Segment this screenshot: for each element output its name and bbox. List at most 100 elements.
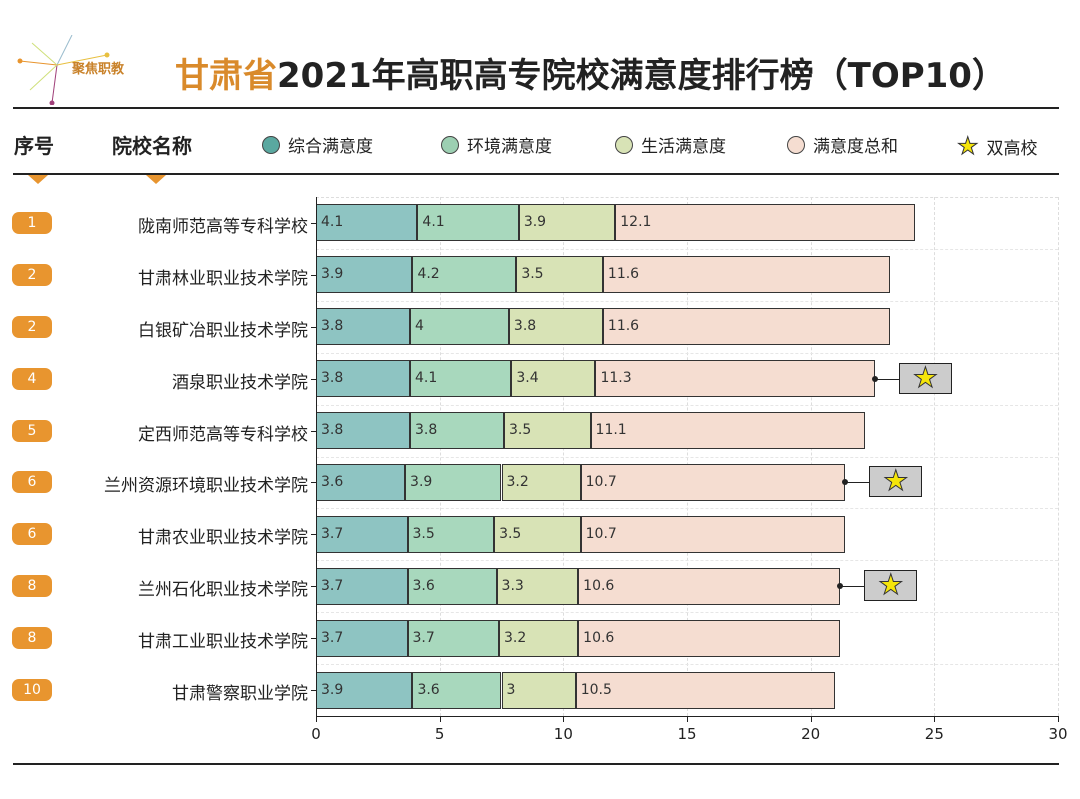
bar-segment: 10.6 [578, 567, 841, 605]
school-name: 兰州资源环境职业技术学院 [104, 476, 308, 497]
top-border [316, 197, 1058, 198]
school-name: 兰州石化职业技术学院 [138, 580, 308, 601]
bar-segment: 3.7 [316, 567, 408, 605]
legend-item-total: 满意度总和 [787, 132, 898, 157]
x-tick-mark [934, 716, 936, 722]
school-name: 定西师范高等专科学校 [138, 424, 308, 445]
connector-dot [842, 479, 849, 486]
bar-segment: 3.7 [316, 619, 408, 657]
gridline-horizontal [316, 404, 1058, 406]
header-divider [13, 173, 1059, 175]
legend-swatch [262, 135, 280, 154]
rank-badge: 4 [12, 367, 52, 390]
gridline-horizontal [316, 560, 1058, 562]
bar-segment: 11.6 [602, 256, 890, 294]
bar-segment: 3.5 [516, 256, 603, 294]
bar-segment: 3.7 [407, 619, 499, 657]
connector-dot [871, 375, 878, 382]
bar-segment: 3.9 [405, 463, 502, 501]
bar-segment: 3.5 [407, 515, 495, 553]
rank-badge: 2 [12, 263, 52, 286]
bar-segment: 3 [501, 671, 576, 709]
bar-segment: 3.9 [316, 256, 413, 294]
school-name: 陇南师范高等专科学校 [138, 216, 308, 237]
bar-segment: 11.6 [602, 308, 890, 346]
bar-segment: 3.5 [503, 412, 591, 450]
bar-segment: 4.1 [316, 204, 418, 242]
bar-segment: 3.6 [316, 463, 406, 501]
x-tick-label: 25 [924, 725, 944, 743]
bar-segment: 10.6 [578, 619, 841, 657]
x-tick-mark [1058, 716, 1059, 722]
school-name: 甘肃工业职业技术学院 [138, 632, 308, 653]
school-name: 甘肃农业职业技术学院 [138, 528, 308, 549]
bar-segment: 3.7 [316, 515, 408, 553]
bar-segment: 10.5 [575, 671, 836, 709]
double-high-star-icon: ★ [898, 362, 952, 394]
school-name: 甘肃警察职业学院 [172, 684, 308, 705]
footer-divider [13, 763, 1059, 765]
rank-badge: 1 [12, 211, 52, 234]
legend-swatch [441, 135, 459, 154]
rank-badge: 6 [12, 523, 52, 546]
gridline-horizontal [316, 352, 1058, 354]
gridline-vertical [1058, 197, 1059, 716]
legend-label: 综合满意度 [288, 137, 373, 157]
bar-segment: 3.9 [316, 671, 413, 709]
y-tick-mark [311, 482, 316, 484]
bar-segment: 3.6 [407, 567, 497, 605]
y-tick-mark [311, 326, 316, 328]
double-high-star-icon: ★ [864, 570, 918, 602]
bar-segment: 3.8 [409, 412, 504, 450]
rank-badge: 6 [12, 471, 52, 494]
rank-badge: 2 [12, 315, 52, 338]
x-tick-mark [439, 716, 441, 722]
star-connector [845, 482, 870, 484]
x-tick-mark [316, 716, 317, 722]
x-tick-label: 15 [677, 725, 697, 743]
gridline-horizontal [316, 456, 1058, 458]
connector-dot [837, 583, 844, 590]
x-tick-label: 30 [1048, 725, 1068, 743]
x-tick-mark [687, 716, 688, 722]
bar-segment: 3.9 [518, 204, 616, 242]
bar-segment: 3.5 [494, 515, 581, 553]
title-rest: 2021年高职高专院校满意度排行榜（TOP10） [277, 56, 1006, 96]
bar-segment: 3.8 [316, 412, 410, 450]
rank-badge: 10 [12, 679, 52, 702]
bar-segment: 3.3 [496, 567, 579, 605]
star-connector [840, 586, 865, 588]
y-tick-mark [311, 638, 316, 640]
bar-segment: 3.2 [499, 619, 579, 657]
y-tick-mark [311, 534, 316, 536]
triangle-marker-icon [146, 175, 166, 184]
legend-item-life: 生活满意度 [615, 132, 726, 157]
x-tick-label: 10 [553, 725, 573, 743]
bar-segment: 10.7 [580, 515, 846, 553]
gridline-horizontal [316, 508, 1058, 510]
school-name: 白银矿冶职业技术学院 [138, 320, 308, 341]
y-tick-mark [311, 222, 316, 224]
x-tick-mark [810, 716, 812, 722]
bar-segment: 3.8 [316, 360, 410, 398]
legend-label: 双高校 [986, 138, 1038, 159]
logo-icon [17, 35, 110, 105]
y-tick-mark [311, 690, 316, 692]
legend-label: 生活满意度 [641, 137, 726, 157]
bar-segment: 3.8 [316, 308, 410, 346]
bar-segment: 4.2 [412, 256, 517, 294]
legend-item-overall: 综合满意度 [262, 132, 373, 157]
y-tick-mark [311, 586, 316, 588]
bar-segment: 11.1 [590, 412, 866, 450]
title-highlight: 甘肃省 [175, 56, 277, 96]
x-tick-label: 5 [434, 725, 445, 743]
rank-header: 序号 [14, 134, 54, 158]
rank-badge: 8 [12, 575, 52, 598]
y-axis-line [316, 197, 317, 716]
page-title: 甘肃省2021年高职高专院校满意度排行榜（TOP10） [175, 48, 1006, 97]
y-tick-mark [311, 430, 316, 432]
school-name: 酒泉职业技术学院 [172, 372, 308, 393]
bar-segment: 4.1 [417, 204, 519, 242]
legend-item-double-high: ★ 双高校 [957, 132, 1038, 161]
bar-segment: 3.6 [412, 671, 502, 709]
